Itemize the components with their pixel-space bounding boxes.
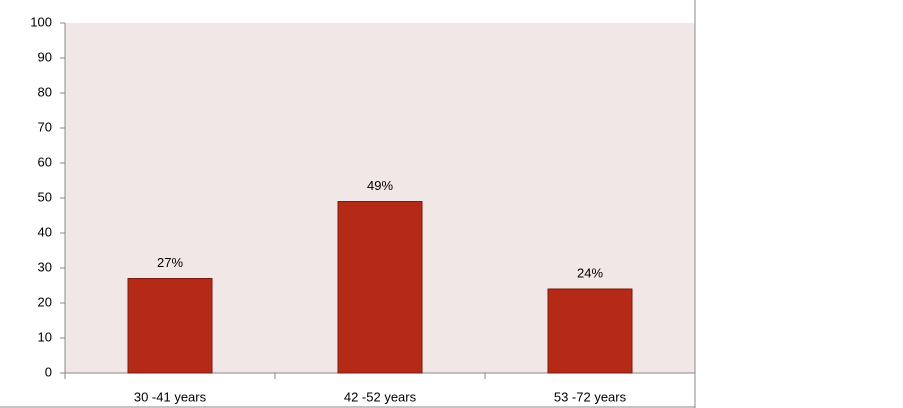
- bar: [127, 278, 213, 374]
- x-tick-label: 30 -41 years: [134, 389, 207, 404]
- y-tick-label: 40: [38, 224, 52, 239]
- y-tick-label: 10: [38, 329, 52, 344]
- value-label: 49%: [367, 178, 393, 193]
- x-tick-label: 42 -52 years: [344, 389, 417, 404]
- value-label: 24%: [577, 265, 603, 280]
- bar: [337, 201, 423, 374]
- y-tick-label: 100: [30, 14, 52, 29]
- bar: [547, 288, 633, 374]
- y-tick-label: 0: [45, 364, 52, 379]
- y-tick-label: 20: [38, 294, 52, 309]
- y-tick-label: 90: [38, 49, 52, 64]
- y-tick-label: 60: [38, 154, 52, 169]
- y-tick-label: 80: [38, 84, 52, 99]
- value-label: 27%: [157, 255, 183, 270]
- y-tick-label: 50: [38, 189, 52, 204]
- y-tick-label: 70: [38, 119, 52, 134]
- y-tick-label: 30: [38, 259, 52, 274]
- x-tick-label: 53 -72 years: [554, 389, 627, 404]
